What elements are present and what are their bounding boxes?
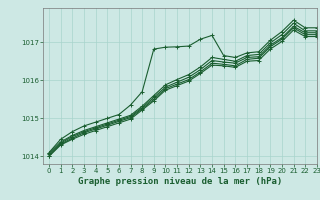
X-axis label: Graphe pression niveau de la mer (hPa): Graphe pression niveau de la mer (hPa) (78, 177, 282, 186)
